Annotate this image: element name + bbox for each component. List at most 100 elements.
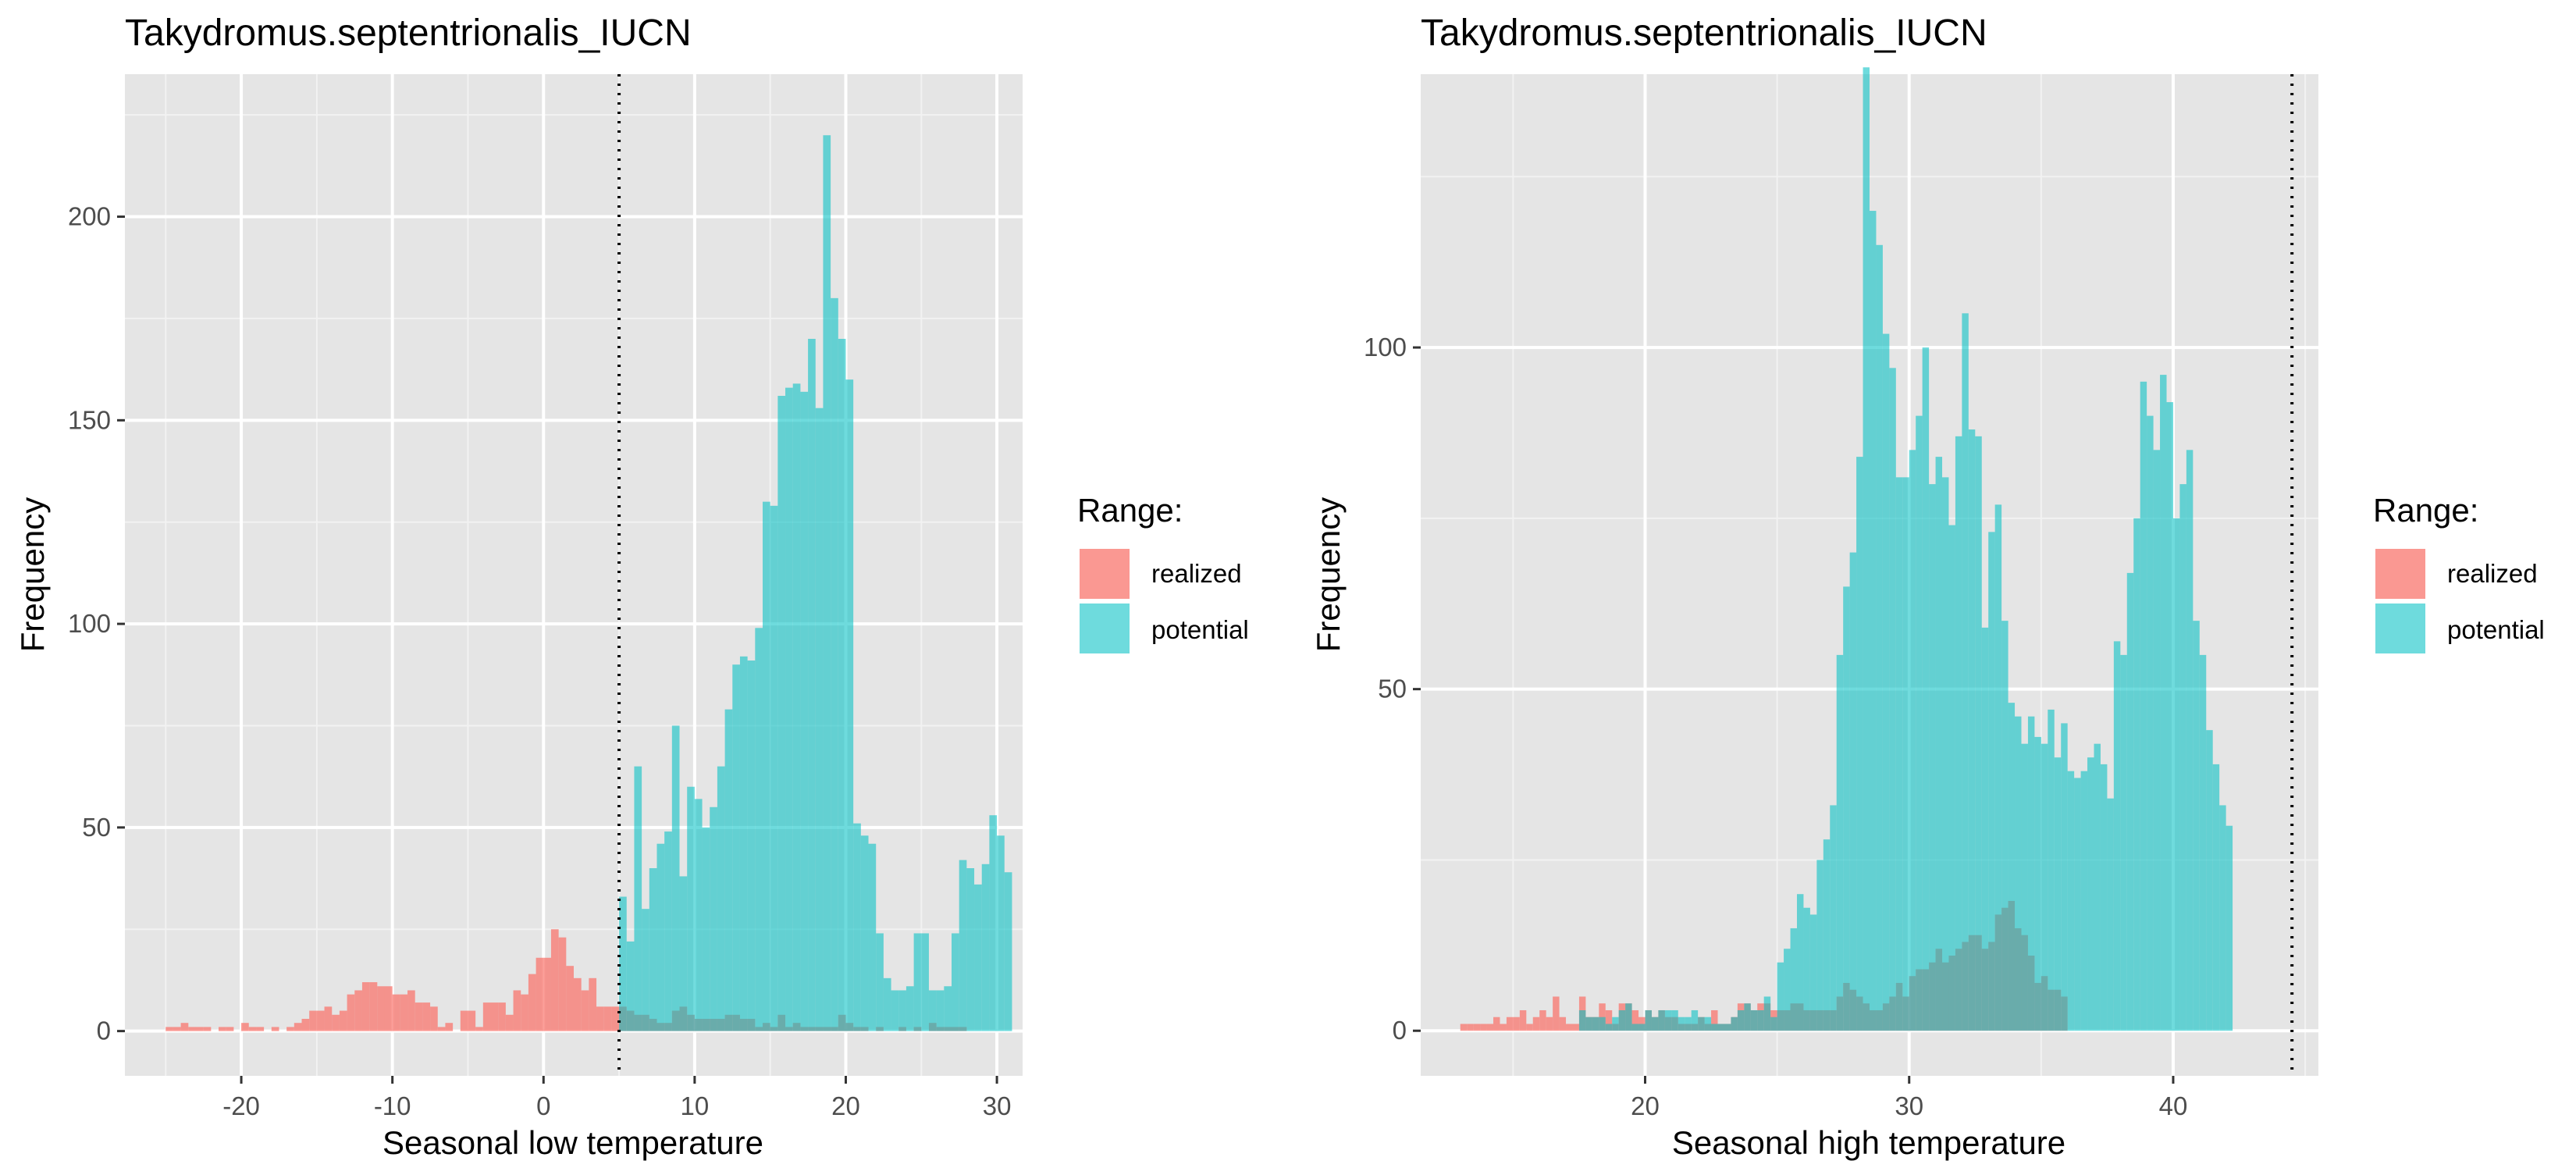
left-potential-bar bbox=[717, 766, 725, 1031]
left-potential-bar bbox=[694, 799, 703, 1031]
right-potential-bar bbox=[1882, 333, 1890, 1031]
right-realized-bar bbox=[1631, 1009, 1639, 1031]
right-potential-bar bbox=[1823, 839, 1831, 1031]
right-potential-bar bbox=[2126, 572, 2134, 1031]
right-x-tick-label: 20 bbox=[1631, 1091, 1660, 1120]
left-realized-bar bbox=[271, 1027, 279, 1031]
right-potential-bar bbox=[1863, 67, 1870, 1031]
left-realized-bar bbox=[445, 1023, 454, 1031]
right-potential-bar bbox=[1678, 1017, 1685, 1031]
left-realized-bar bbox=[574, 977, 582, 1031]
left-x-tick-label: 10 bbox=[681, 1091, 710, 1120]
left-potential-bar bbox=[989, 815, 998, 1031]
left-realized-bar bbox=[437, 1027, 446, 1031]
left-realized-bar bbox=[188, 1027, 196, 1031]
right-potential-bar bbox=[1744, 1003, 1751, 1031]
right-potential-bars bbox=[1578, 67, 2233, 1031]
right-realized-bar bbox=[1546, 1017, 1553, 1031]
right-potential-bar bbox=[2107, 798, 2114, 1031]
right-potential-bar bbox=[2027, 716, 2035, 1031]
right-legend-swatch-realized bbox=[2375, 549, 2425, 599]
left-realized-bar bbox=[475, 1027, 483, 1031]
left-realized-bar bbox=[369, 982, 378, 1031]
left-potential-bar bbox=[921, 933, 929, 1031]
left-potential-bar bbox=[966, 868, 975, 1031]
right-potential-bar bbox=[2140, 381, 2147, 1031]
right-potential-bar bbox=[1731, 1017, 1738, 1031]
right-potential-bar bbox=[2041, 743, 2048, 1031]
right-potential-bar bbox=[2100, 764, 2108, 1031]
right-realized-bar bbox=[1500, 1024, 1507, 1031]
left-potential-bar bbox=[944, 986, 952, 1031]
left-potential-bar bbox=[981, 863, 990, 1031]
right-potential-bar bbox=[1685, 1017, 1692, 1031]
left-potential-bar bbox=[732, 664, 740, 1031]
left-realized-bar bbox=[248, 1027, 257, 1031]
left-potential-bar bbox=[785, 387, 793, 1031]
right-potential-bar bbox=[1691, 1009, 1699, 1031]
left-realized-bar bbox=[180, 1023, 189, 1031]
right-potential-bar bbox=[1578, 1009, 1586, 1031]
right-y-axis-title: Frequency bbox=[1310, 497, 1347, 652]
left-realized-bar bbox=[415, 1002, 423, 1031]
right-potential-bar bbox=[1790, 928, 1797, 1031]
left-realized-bar bbox=[316, 1010, 325, 1031]
left-realized-bar bbox=[165, 1027, 173, 1031]
left-x-tick-label: -20 bbox=[222, 1091, 260, 1120]
left-potential-bar bbox=[626, 941, 635, 1031]
right-legend: Range: realized potential bbox=[2373, 492, 2545, 653]
left-potential-bar bbox=[739, 656, 748, 1031]
left-realized-bar bbox=[468, 1010, 476, 1031]
left-realized-bar bbox=[332, 1014, 340, 1031]
left-potential-bar bbox=[642, 909, 649, 1031]
right-potential-bar bbox=[1605, 1024, 1613, 1031]
right-potential-bar bbox=[1750, 1009, 1758, 1031]
left-realized-bar bbox=[384, 986, 393, 1031]
left-realized-bar bbox=[241, 1023, 249, 1031]
left-realized-bar bbox=[226, 1027, 234, 1031]
right-potential-bar bbox=[2172, 518, 2180, 1031]
left-potential-bar bbox=[845, 379, 854, 1031]
right-potential-bar bbox=[1803, 907, 1810, 1031]
left-realized-bar bbox=[377, 986, 385, 1031]
right-y-tick-label: 0 bbox=[1393, 1016, 1407, 1045]
right-potential-bar bbox=[2206, 730, 2213, 1031]
right-potential-bar bbox=[2186, 450, 2194, 1031]
left-x-tick-label: 30 bbox=[983, 1091, 1012, 1120]
right-realized-bar bbox=[1539, 1009, 1546, 1031]
left-realized-bar bbox=[566, 966, 574, 1031]
right-potential-bar bbox=[1870, 211, 1877, 1031]
left-realized-bar bbox=[498, 1002, 506, 1031]
left-realized-bar bbox=[361, 982, 370, 1031]
right-potential-bar bbox=[1948, 525, 1955, 1031]
right-potential-bar bbox=[2008, 703, 2016, 1031]
right-potential-bar bbox=[1895, 477, 1903, 1031]
right-potential-bar bbox=[1922, 347, 1930, 1031]
right-potential-bar bbox=[1618, 1009, 1626, 1031]
right-potential-bar bbox=[1909, 450, 1916, 1031]
left-potential-bar bbox=[974, 884, 982, 1031]
right-x-axis: 20 30 40 bbox=[1631, 1076, 2187, 1120]
left-y-axis: 0 50 100 150 200 bbox=[68, 202, 125, 1045]
right-potential-bar bbox=[2087, 757, 2094, 1031]
left-potential-bar bbox=[649, 868, 657, 1031]
left-y-tick-label: 100 bbox=[68, 609, 111, 638]
left-potential-bar bbox=[853, 823, 861, 1031]
left-potential-bar bbox=[997, 835, 1005, 1031]
left-potential-bar bbox=[952, 933, 959, 1031]
right-potential-bar bbox=[1856, 457, 1863, 1031]
left-potential-bar bbox=[838, 339, 846, 1031]
left-potential-bar bbox=[687, 786, 695, 1031]
left-potential-bar bbox=[883, 977, 891, 1031]
left-histogram: Takydromus.septentrionalis_IUCN 05010015… bbox=[14, 12, 1023, 1161]
right-potential-bar bbox=[2054, 757, 2062, 1031]
right-potential-bar bbox=[1612, 1017, 1619, 1031]
left-legend: Range: realized potential bbox=[1077, 492, 1249, 653]
left-realized-bar bbox=[603, 1006, 612, 1031]
right-realized-bar bbox=[1572, 1024, 1579, 1031]
right-x-axis-title: Seasonal high temperature bbox=[1672, 1124, 2065, 1161]
left-realized-bar bbox=[535, 957, 544, 1031]
right-realized-bar bbox=[1473, 1024, 1481, 1031]
right-potential-bar bbox=[1737, 1009, 1745, 1031]
